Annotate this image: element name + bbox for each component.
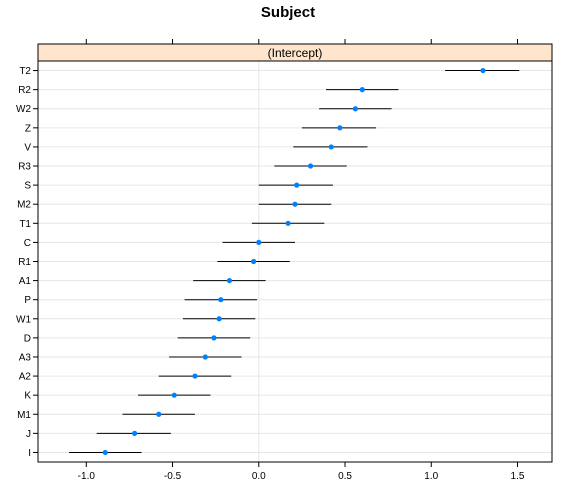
panel-frame [37, 43, 553, 463]
y-tick-label: J [26, 429, 31, 440]
y-tick-label: A2 [19, 372, 32, 383]
y-tick-label: I [28, 448, 31, 459]
data-point [131, 430, 138, 436]
y-tick-label: R3 [18, 162, 31, 173]
x-tick-label: 0.0 [252, 471, 266, 482]
x-tick-label: 1.5 [511, 471, 525, 482]
y-tick-label: K [24, 391, 31, 402]
chart-title: Subject [261, 4, 315, 21]
data-point [359, 87, 365, 93]
data-point [251, 258, 257, 265]
y-tick-label: P [24, 295, 31, 306]
x-tick-label: -1.0 [78, 471, 96, 482]
y-tick-label: A1 [19, 276, 32, 287]
x-tick-label: -0.5 [164, 471, 182, 482]
data-point [294, 182, 300, 188]
data-point [192, 373, 198, 379]
y-tick-label: A3 [19, 352, 32, 363]
y-tick-label: D [24, 333, 31, 344]
data-marks [69, 67, 520, 456]
panel-strip-label: (Intercept) [268, 46, 323, 60]
data-point [285, 220, 291, 226]
data-point [216, 316, 222, 322]
data-point [337, 125, 343, 131]
x-tick-label: 1.0 [424, 471, 438, 482]
y-tick-label: S [24, 181, 31, 192]
y-tick-label: V [24, 142, 31, 153]
data-point [218, 297, 224, 303]
data-point [352, 106, 358, 112]
y-tick-label: M2 [17, 200, 31, 211]
grid-layer [38, 70, 552, 453]
x-tick-label: 0.5 [338, 471, 352, 482]
data-point [211, 335, 217, 341]
y-tick-label: R2 [18, 85, 31, 96]
axes-layer: -1.0 -0.5 0.0 0.5 1.0 1.5 T2 R2 W2 ZV R3 S M2 T1 C R1 A1… [16, 39, 525, 482]
y-tick-label: T2 [19, 66, 31, 77]
y-tick-label: Z [25, 123, 31, 134]
data-point [202, 354, 208, 360]
data-point [256, 239, 262, 246]
data-point [328, 144, 334, 150]
data-point [156, 411, 162, 417]
y-tick-label: W2 [16, 104, 31, 115]
data-point [480, 67, 486, 74]
data-point [171, 392, 177, 398]
data-point [307, 163, 314, 169]
y-tick-label: C [24, 238, 31, 249]
data-point [292, 201, 298, 207]
y-tick-label: W1 [16, 314, 31, 325]
y-tick-label: R1 [18, 257, 31, 268]
data-point [226, 277, 233, 284]
y-tick-label: T1 [19, 219, 31, 230]
y-tick-label: M1 [17, 410, 31, 421]
data-point [102, 449, 108, 456]
